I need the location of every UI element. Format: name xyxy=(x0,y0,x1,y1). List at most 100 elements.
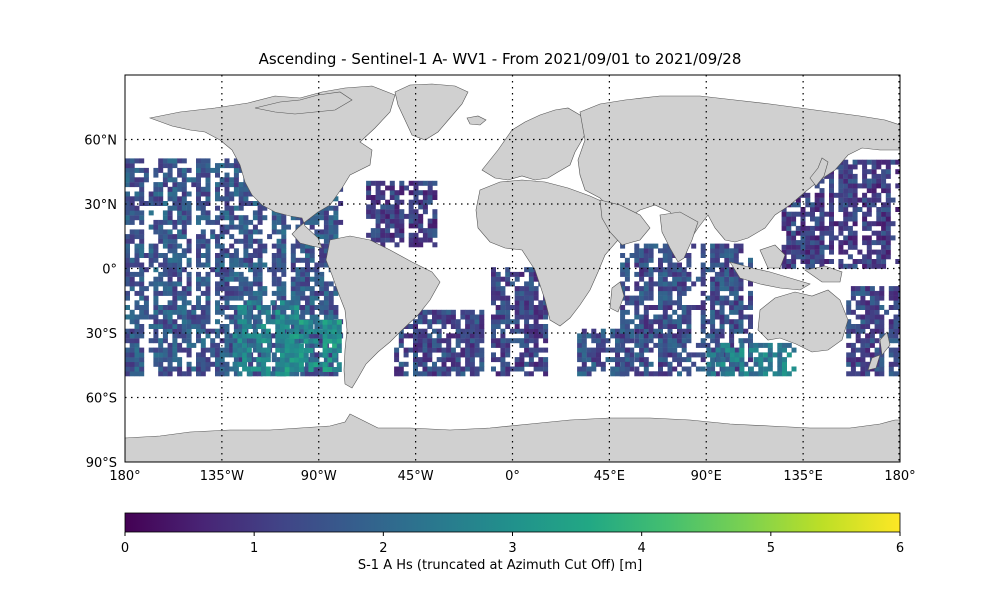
data-cell xyxy=(519,366,525,372)
data-cell xyxy=(196,357,201,363)
data-cell xyxy=(748,314,753,320)
data-cell xyxy=(829,178,834,184)
data-cell xyxy=(181,210,187,216)
data-cell xyxy=(838,173,844,179)
lat-tick-label: 60°S xyxy=(86,392,117,407)
data-cell xyxy=(620,371,626,377)
data-cell xyxy=(284,371,290,377)
colorbar-tick-label: 3 xyxy=(508,541,516,556)
data-cell xyxy=(219,215,225,221)
data-cell xyxy=(289,305,295,310)
data-cell xyxy=(714,371,720,377)
data-cell xyxy=(748,371,754,377)
data-cell xyxy=(280,324,285,330)
data-cell xyxy=(885,254,891,260)
data-cell xyxy=(538,309,544,315)
data-cell xyxy=(677,305,682,310)
data-cell xyxy=(879,286,885,292)
data-cell xyxy=(524,342,530,348)
data-cell xyxy=(586,366,592,372)
data-cell xyxy=(233,286,239,292)
data-cell xyxy=(172,257,178,263)
data-cell xyxy=(648,281,654,287)
data-cell xyxy=(500,371,506,377)
data-cell xyxy=(729,328,735,334)
data-cell xyxy=(181,338,187,344)
data-cell xyxy=(714,276,720,282)
data-cell xyxy=(252,281,258,287)
data-cell xyxy=(177,333,183,339)
data-cell xyxy=(158,361,164,367)
data-cell xyxy=(309,357,315,363)
data-cell xyxy=(323,219,329,225)
data-cell xyxy=(399,190,405,196)
data-cell xyxy=(538,324,544,329)
data-cell xyxy=(495,286,501,292)
data-cell xyxy=(125,253,130,258)
data-cell xyxy=(491,319,496,325)
data-cell xyxy=(289,314,295,320)
data-cell xyxy=(748,338,753,344)
data-cell xyxy=(852,202,858,208)
data-cell xyxy=(215,196,220,202)
colorbar-label: S-1 A Hs (truncated at Azimuth Cut Off) … xyxy=(357,558,643,573)
data-cell xyxy=(172,357,178,363)
data-cell xyxy=(422,195,428,200)
data-cell xyxy=(290,281,296,287)
data-cell xyxy=(205,271,211,277)
data-cell xyxy=(900,198,905,203)
data-cell xyxy=(436,309,442,315)
data-cell xyxy=(838,188,844,194)
data-cell xyxy=(677,281,682,287)
data-cell xyxy=(332,357,338,363)
data-cell xyxy=(662,300,668,306)
data-cell xyxy=(275,338,281,344)
data-cell xyxy=(200,262,206,268)
data-cell xyxy=(224,191,230,197)
data-cell xyxy=(888,286,894,292)
data-cell xyxy=(509,338,515,344)
data-cell xyxy=(295,257,301,263)
data-cell xyxy=(719,319,725,325)
data-cell xyxy=(265,338,271,344)
data-cell xyxy=(843,216,849,222)
data-cell xyxy=(862,178,868,184)
data-cell xyxy=(205,182,211,188)
data-cell xyxy=(229,271,235,277)
data-cell xyxy=(843,240,849,246)
data-cell xyxy=(224,286,230,292)
data-cell xyxy=(714,286,720,292)
data-cell xyxy=(139,271,145,277)
data-cell xyxy=(261,309,267,315)
data-cell xyxy=(898,324,900,329)
data-cell xyxy=(733,361,739,367)
data-cell xyxy=(129,352,135,358)
data-cell xyxy=(172,300,178,306)
data-cell xyxy=(866,211,872,217)
data-cell xyxy=(514,309,520,315)
data-cell xyxy=(800,249,806,255)
data-cell xyxy=(672,319,678,325)
data-cell xyxy=(681,328,687,334)
data-cell xyxy=(394,223,400,229)
data-cell xyxy=(229,191,235,197)
data-cell xyxy=(662,243,668,249)
data-cell xyxy=(538,300,544,306)
data-cell xyxy=(289,343,295,349)
data-cell xyxy=(624,286,630,292)
data-cell xyxy=(662,357,668,363)
data-cell xyxy=(153,319,159,325)
data-cell xyxy=(738,286,744,292)
data-cell xyxy=(327,333,333,339)
data-cell xyxy=(805,240,811,246)
data-cell xyxy=(200,205,206,211)
data-cell xyxy=(309,333,315,339)
data-cell xyxy=(158,253,164,258)
data-cell xyxy=(524,328,530,334)
data-cell xyxy=(700,300,706,306)
data-cell xyxy=(205,314,211,320)
data-cell xyxy=(738,328,744,334)
data-cell xyxy=(733,305,739,310)
data-cell xyxy=(514,290,520,296)
data-cell xyxy=(394,371,400,377)
